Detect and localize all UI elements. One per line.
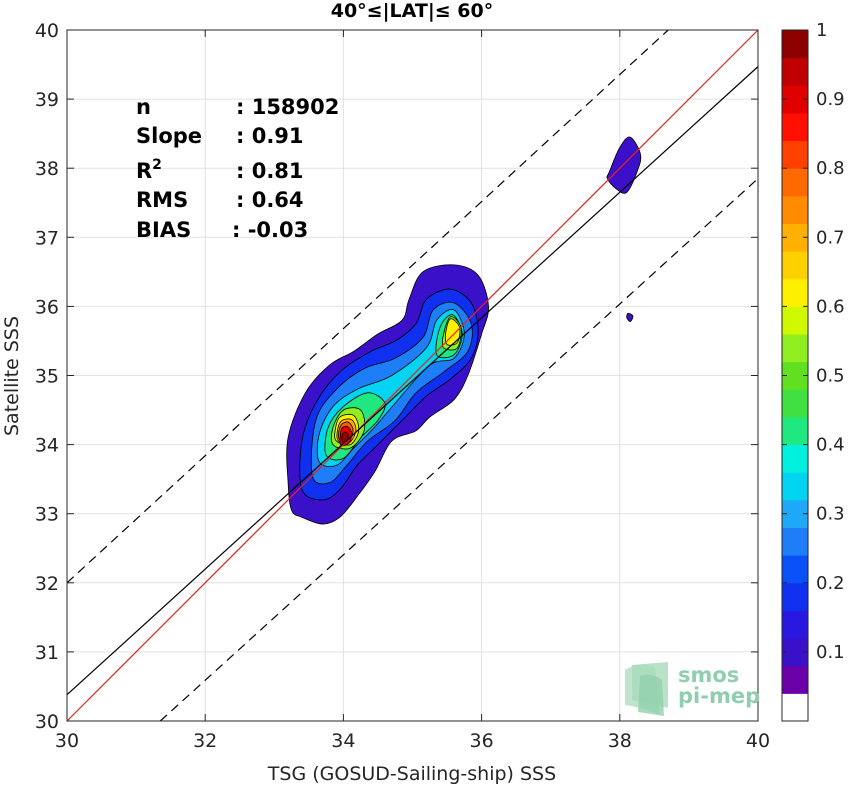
colorbar-segment-10 xyxy=(782,416,808,446)
colorbar: 0.1 0.2 0.3 0.4 0.5 0.6 0.7 0.8 0.9 1 xyxy=(781,20,845,722)
x-tick-label-3: 36 xyxy=(470,730,494,752)
colorbar-segment-0 xyxy=(782,693,808,722)
colorbar-segment-21 xyxy=(782,112,808,142)
y-tick-label-10: 40 xyxy=(35,20,59,42)
colorbar-tick-label-3: 0.4 xyxy=(816,435,845,456)
colorbar-segment-3 xyxy=(782,610,808,639)
x-tick-label-4: 38 xyxy=(608,730,632,752)
colorbar-segment-20 xyxy=(782,140,808,169)
reference-lines xyxy=(66,29,759,722)
colorbar-segment-1 xyxy=(782,665,808,694)
stat-label-1: Slope xyxy=(136,124,202,148)
stat-value-1: : 0.91 xyxy=(236,124,304,148)
line-1-to-1 xyxy=(66,29,759,722)
x-axis: 30 32 34 36 38 40 xyxy=(55,30,770,752)
colorbar-tick-label-4: 0.5 xyxy=(816,366,845,387)
contour-2 xyxy=(626,312,634,322)
line-fit xyxy=(66,66,759,696)
chart-title: 40°≤|LAT|≤ 60° xyxy=(331,0,494,22)
colorbar-tick-label-5: 0.6 xyxy=(816,296,845,317)
x-tick-label-0: 30 xyxy=(55,730,79,752)
y-tick-label-5: 35 xyxy=(35,366,59,388)
y-tick-label-3: 33 xyxy=(35,504,59,526)
colorbar-segment-8 xyxy=(782,472,808,501)
smos-pi-mep-logo: smos pi-mep xyxy=(625,662,760,716)
logo-mark-icon xyxy=(625,662,668,716)
x-axis-label: TSG (GOSUD-Sailing-ship) SSS xyxy=(267,763,556,785)
colorbar-tick-label-0: 0.1 xyxy=(816,642,845,663)
x-tick-label-1: 32 xyxy=(193,730,217,752)
colorbar-segment-6 xyxy=(782,527,808,556)
y-tick-label-2: 32 xyxy=(35,573,59,595)
colorbar-tick-label-2: 0.3 xyxy=(816,504,845,525)
stat-label-0: n xyxy=(136,95,151,119)
logo-line2: pi-mep xyxy=(678,684,760,708)
stat-value-0: : 158902 xyxy=(236,95,339,119)
y-tick-label-1: 31 xyxy=(35,642,59,664)
colorbar-segment-16 xyxy=(782,251,808,280)
colorbar-tick-label-8: 0.9 xyxy=(816,89,845,110)
y-tick-label-9: 39 xyxy=(35,89,59,111)
y-tick-label-7: 37 xyxy=(35,227,59,249)
stat-value-3: : 0.64 xyxy=(236,188,304,212)
colorbar-segment-11 xyxy=(782,389,808,418)
line-upper xyxy=(66,29,669,584)
colorbar-segment-19 xyxy=(782,168,808,197)
colorbar-segment-23 xyxy=(782,57,808,86)
y-tick-label-6: 36 xyxy=(35,296,59,318)
y-tick-label-0: 30 xyxy=(35,711,59,733)
colorbar-segment-5 xyxy=(782,555,808,584)
colorbar-tick-label-7: 0.8 xyxy=(816,158,845,179)
contour-1 xyxy=(606,136,642,194)
stat-label-3: RMS xyxy=(136,188,188,212)
colorbar-tick-label-9: 1 xyxy=(816,20,827,41)
logo-line1: smos xyxy=(678,663,739,687)
y-tick-label-4: 34 xyxy=(35,435,59,457)
stat-label-superscript: 2 xyxy=(152,157,162,173)
colorbar-segment-14 xyxy=(782,306,808,335)
stat-value-2: : 0.81 xyxy=(236,159,304,183)
colorbar-segment-15 xyxy=(782,278,808,307)
colorbar-segment-24 xyxy=(782,30,808,59)
colorbar-tick-label-6: 0.7 xyxy=(816,227,845,248)
colorbar-segment-18 xyxy=(782,195,808,224)
y-axis-label: Satellite SSS xyxy=(1,316,23,436)
colorbar-tick-label-1: 0.2 xyxy=(816,573,845,594)
x-tick-label-2: 34 xyxy=(331,730,355,752)
y-axis: 30 31 32 33 34 35 36 37 38 39 40 xyxy=(35,20,758,733)
grid xyxy=(67,30,758,721)
density-contours xyxy=(286,136,642,525)
y-tick-label-8: 38 xyxy=(35,158,59,180)
x-tick-label-5: 40 xyxy=(746,730,770,752)
colorbar-segment-9 xyxy=(782,444,808,473)
stat-label-4: BIAS xyxy=(136,218,191,242)
stat-value-4: : -0.03 xyxy=(232,218,308,242)
colorbar-segment-13 xyxy=(782,334,808,363)
colorbar-segment-4 xyxy=(782,582,808,611)
